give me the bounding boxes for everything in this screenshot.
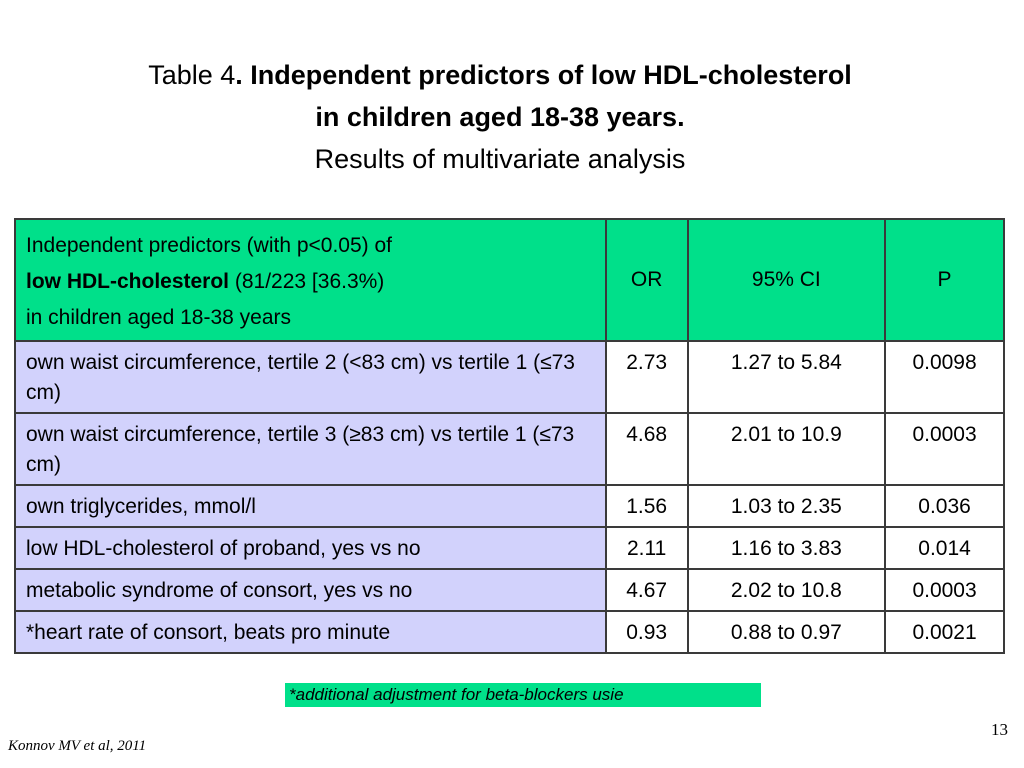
footnote: *additional adjustment for beta-blockers… [285,683,761,707]
page-number: 13 [991,720,1008,739]
header-predictors-line-1: Independent predictors (with p<0.05) of [26,234,392,257]
title-line-2: in children aged 18-38 years. [315,102,685,132]
citation: Konnov MV et al, 2011 [8,738,147,754]
row-or: 2.73 [604,340,689,414]
header-predictors-bold: low HDL-cholesterol [26,270,230,293]
row-ci: 1.03 to 2.35 [686,484,887,528]
table-row: metabolic syndrome of consort, yes vs no… [14,568,1005,612]
header-p: P [884,218,1005,342]
title-line-1: Table 4. Independent predictors of low H… [0,54,1000,96]
header-ci: 95% CI [686,218,887,342]
row-p: 0.0003 [884,568,1005,612]
predictors-table: Independent predictors (with p<0.05) of … [14,218,1005,654]
title-bold-part-1: . Independent predictors of low HDL-chol… [235,60,852,90]
header-or: OR [604,218,689,342]
table-row: own waist circumference, tertile 2 (<83 … [14,340,1005,414]
row-predictor: own waist circumference, tertile 2 (<83 … [14,340,607,414]
row-predictor: *heart rate of consort, beats pro minute [14,610,607,654]
row-predictor: own waist circumference, tertile 3 (≥83 … [14,412,607,486]
row-predictor: own triglycerides, mmol/l [14,484,607,528]
header-predictors: Independent predictors (with p<0.05) of … [14,218,607,342]
row-p: 0.0021 [884,610,1005,654]
table-header-row: Independent predictors (with p<0.05) of … [14,218,1005,342]
header-predictors-line-2-rest: (81/223 [36.3%) [229,270,385,293]
row-p: 0.036 [884,484,1005,528]
row-or: 4.68 [604,412,689,486]
row-ci: 0.88 to 0.97 [686,610,887,654]
row-p: 0.0003 [884,412,1005,486]
header-predictors-line-3: in children aged 18-38 years [26,306,292,329]
table-row: low HDL-cholesterol of proband, yes vs n… [14,526,1005,570]
row-ci: 1.27 to 5.84 [686,340,887,414]
row-p: 0.014 [884,526,1005,570]
row-predictor: low HDL-cholesterol of proband, yes vs n… [14,526,607,570]
row-or: 0.93 [604,610,689,654]
row-ci: 1.16 to 3.83 [686,526,887,570]
table-row: own waist circumference, tertile 3 (≥83 … [14,412,1005,486]
row-ci: 2.02 to 10.8 [686,568,887,612]
title-subtitle: Results of multivariate analysis [314,144,686,174]
row-or: 2.11 [604,526,689,570]
row-ci: 2.01 to 10.9 [686,412,887,486]
slide-title: Table 4. Independent predictors of low H… [0,54,1000,180]
row-predictor: metabolic syndrome of consort, yes vs no [14,568,607,612]
row-or: 4.67 [604,568,689,612]
row-or: 1.56 [604,484,689,528]
title-prefix: Table 4 [148,60,236,90]
table-row: *heart rate of consort, beats pro minute… [14,610,1005,654]
row-p: 0.0098 [884,340,1005,414]
table-row: own triglycerides, mmol/l 1.56 1.03 to 2… [14,484,1005,528]
header-predictors-line-2: low HDL-cholesterol (81/223 [36.3%) [26,264,597,300]
